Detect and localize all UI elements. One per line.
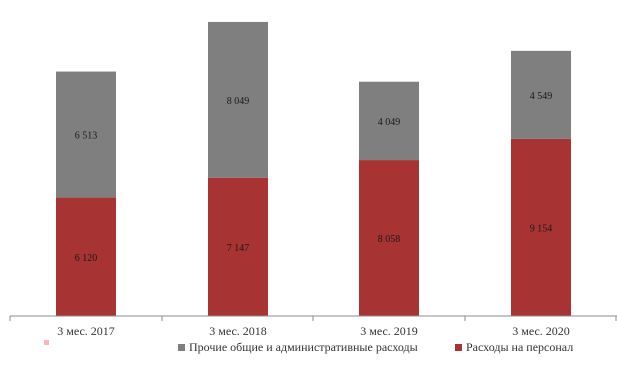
x-tick-label-1: 3 мес. 2017 xyxy=(57,324,115,338)
legend-item-personnel: Расходы на персонал xyxy=(455,340,573,355)
legend-empty-swatch xyxy=(44,340,49,345)
data-label-personnel-2: 7 147 xyxy=(227,243,250,254)
bar-personnel-3 xyxy=(359,160,419,316)
x-tick-label-2: 3 мес. 2018 xyxy=(209,324,267,338)
data-label-other-expenses-3: 4 049 xyxy=(378,117,401,128)
bar-personnel-4 xyxy=(511,138,571,316)
data-label-other-expenses-4: 4 549 xyxy=(530,91,553,102)
data-label-personnel-4: 9 154 xyxy=(530,223,553,234)
data-label-personnel-1: 6 120 xyxy=(75,253,98,264)
data-label-personnel-3: 8 058 xyxy=(378,234,401,245)
legend-swatch-other-expenses xyxy=(178,344,185,351)
x-tick-label-4: 3 мес. 2020 xyxy=(512,324,570,338)
x-tick-label-3: 3 мес. 2019 xyxy=(360,324,418,338)
bars-layer: 6 120 6 513 7 147 8 049 8 058 4 049 9 154 4 549 xyxy=(56,21,571,316)
bar-other-expenses-3 xyxy=(359,81,419,161)
bar-other-expenses-2 xyxy=(208,21,268,178)
data-label-other-expenses-1: 6 513 xyxy=(75,131,98,142)
bar-other-expenses-1 xyxy=(56,71,116,198)
bar-personnel-1 xyxy=(56,197,116,316)
legend-label-personnel: Расходы на персонал xyxy=(466,340,574,354)
legend-swatch-personnel xyxy=(455,344,462,351)
legend-item-empty xyxy=(44,340,49,345)
bar-other-expenses-4 xyxy=(511,50,571,139)
legend-item-other-expenses: Прочие общие и административные расходы xyxy=(178,340,418,355)
legend: Прочие общие и административные расходы … xyxy=(0,340,617,364)
legend-label-other-expenses: Прочие общие и административные расходы xyxy=(189,340,418,354)
data-label-other-expenses-2: 8 049 xyxy=(227,96,250,107)
x-axis: 3 мес. 2017 3 мес. 2018 3 мес. 2019 3 мес. … xyxy=(9,315,617,338)
bar-personnel-2 xyxy=(208,177,268,316)
